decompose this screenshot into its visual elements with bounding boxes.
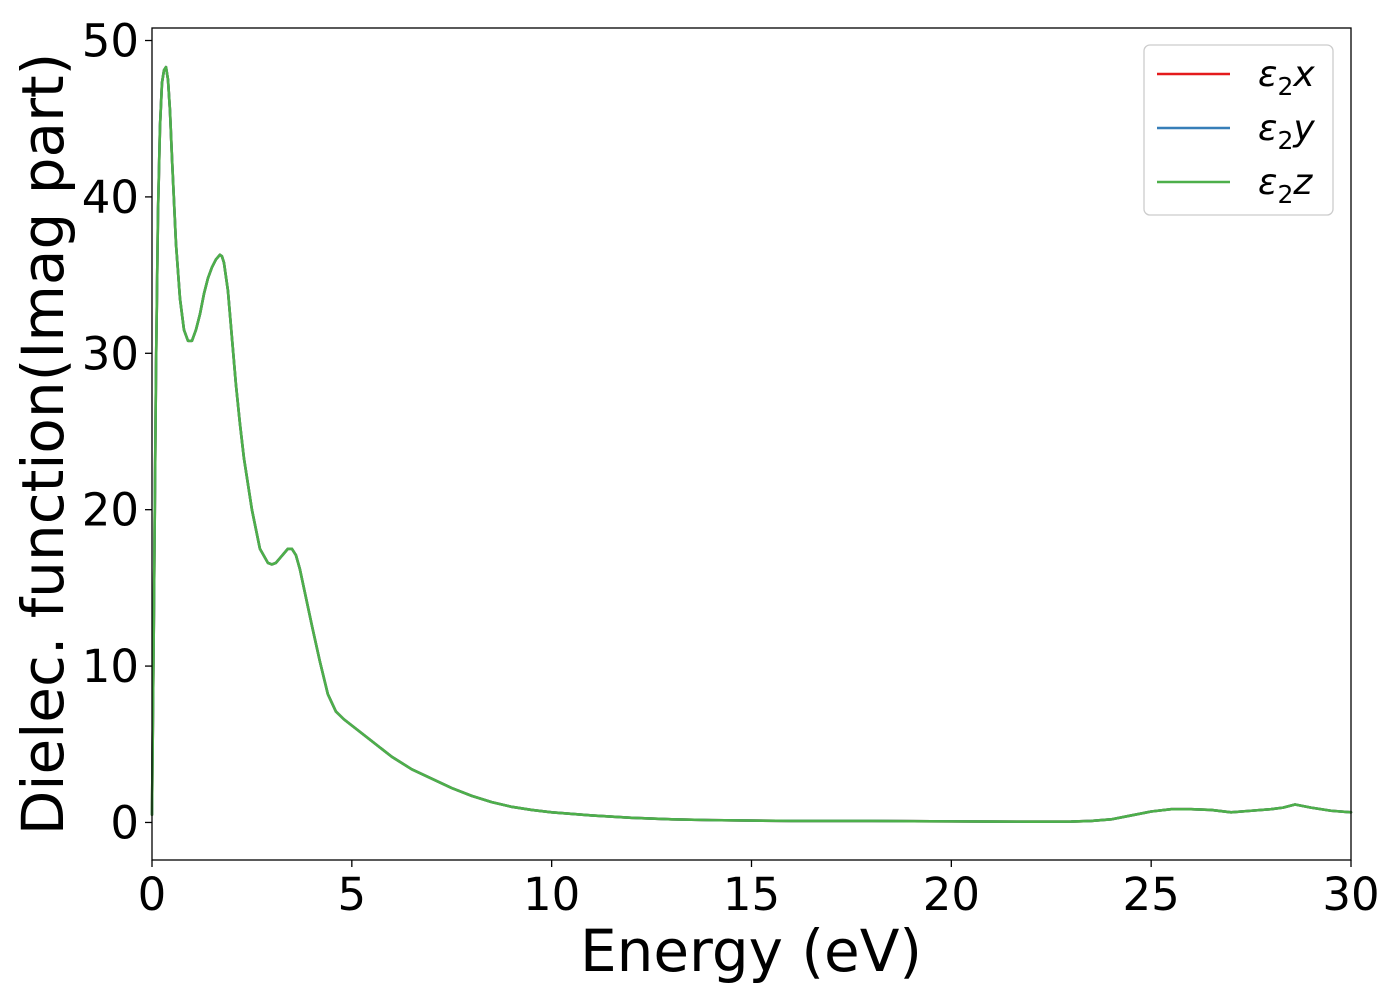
x-tick-label: 25 (1123, 868, 1180, 921)
legend-label-subscript: 2 (1277, 72, 1293, 101)
y-tick-label: 30 (82, 327, 139, 380)
legend-label-subscript: 2 (1277, 180, 1293, 209)
x-axis-ticks: 0 5 10 15 20 25 30 (138, 860, 1380, 921)
legend-label-symbol: ε (1258, 162, 1277, 203)
x-tick-label: 30 (1322, 868, 1379, 921)
y-axis-label: Dielec. function(Imag part) (9, 53, 77, 836)
x-tick-label: 20 (923, 868, 980, 921)
series-layer (150, 65, 1353, 823)
y-tick-label: 0 (110, 796, 139, 849)
legend-label-symbol: ε (1258, 108, 1277, 149)
legend-label-z: ε2z (1258, 162, 1313, 209)
x-tick-label: 10 (523, 868, 580, 921)
series-line-z (150, 65, 1353, 823)
legend-label-variable: x (1292, 54, 1315, 95)
legend-label-variable: z (1292, 162, 1313, 203)
legend-frame (1143, 44, 1334, 216)
x-tick-label: 15 (723, 868, 780, 921)
y-tick-label: 20 (82, 484, 139, 537)
legend-label-x: ε2x (1258, 54, 1315, 101)
x-axis-label: Energy (eV) (580, 917, 922, 985)
x-tick-label: 5 (338, 868, 367, 921)
y-axis-ticks: 0 10 20 30 40 50 (82, 15, 152, 849)
legend-label-variable: y (1292, 108, 1315, 149)
legend-label-symbol: ε (1258, 54, 1277, 95)
legend-label-y: ε2y (1258, 108, 1315, 155)
y-tick-label: 10 (82, 640, 139, 693)
y-tick-label: 40 (82, 171, 139, 224)
x-tick-label: 0 (138, 868, 167, 921)
y-tick-label: 50 (82, 15, 139, 68)
legend-label-subscript: 2 (1277, 126, 1293, 155)
